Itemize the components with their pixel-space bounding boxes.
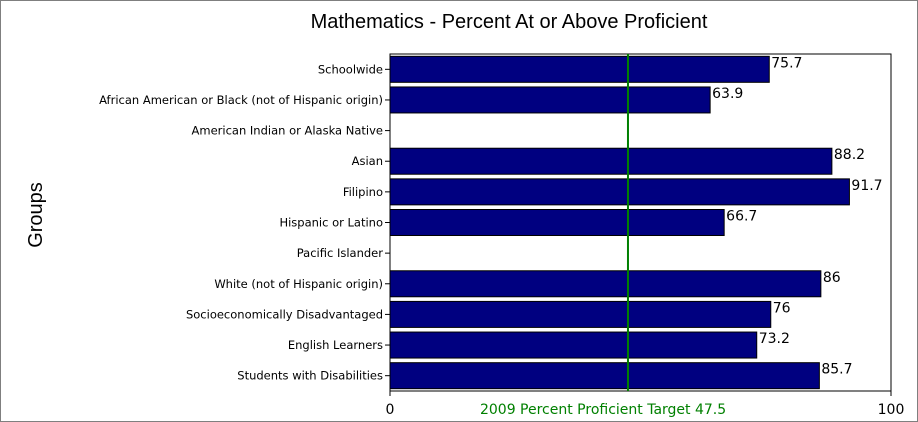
category-label: Students with Disabilities — [237, 369, 383, 383]
category-label: Asian — [352, 154, 383, 168]
bar — [389, 86, 711, 114]
data-label: 66.7 — [726, 209, 757, 225]
bar — [389, 55, 770, 83]
y-axis-label: Groups — [25, 182, 47, 248]
bar — [389, 147, 833, 175]
data-label: 88.2 — [834, 147, 865, 163]
bar — [389, 300, 772, 328]
data-label: 63.9 — [712, 86, 743, 102]
x-tick-label: 0 — [386, 402, 395, 418]
category-label: American Indian or Alaska Native — [192, 124, 383, 138]
category-label: Pacific Islander — [297, 246, 383, 260]
x-tick-label: 100 — [878, 402, 905, 418]
bar — [389, 209, 725, 236]
bar — [389, 270, 822, 298]
category-label: Schoolwide — [318, 62, 383, 76]
bar — [389, 362, 820, 390]
category-label: White (not of Hispanic origin) — [214, 277, 383, 291]
data-label: 73.2 — [759, 331, 790, 347]
category-label: Socioeconomically Disadvantaged — [186, 307, 383, 321]
plot-area: Schoolwide 75.7 African American or Black … — [99, 53, 905, 418]
data-label: 75.7 — [771, 55, 802, 71]
data-label: 86 — [823, 270, 841, 286]
category-label: Hispanic or Latino — [279, 216, 383, 230]
data-label: 85.7 — [821, 362, 852, 378]
data-label: 91.7 — [851, 178, 882, 194]
bar — [389, 331, 758, 359]
category-label: Filipino — [343, 185, 383, 199]
data-label: 76 — [773, 300, 791, 316]
target-label: 2009 Percent Proficient Target 47.5 — [480, 402, 726, 418]
category-label: English Learners — [288, 338, 383, 352]
chart-title: Mathematics - Percent At or Above Profic… — [311, 11, 708, 33]
bar — [389, 178, 850, 206]
category-label: African American or Black (not of Hispan… — [99, 93, 383, 107]
